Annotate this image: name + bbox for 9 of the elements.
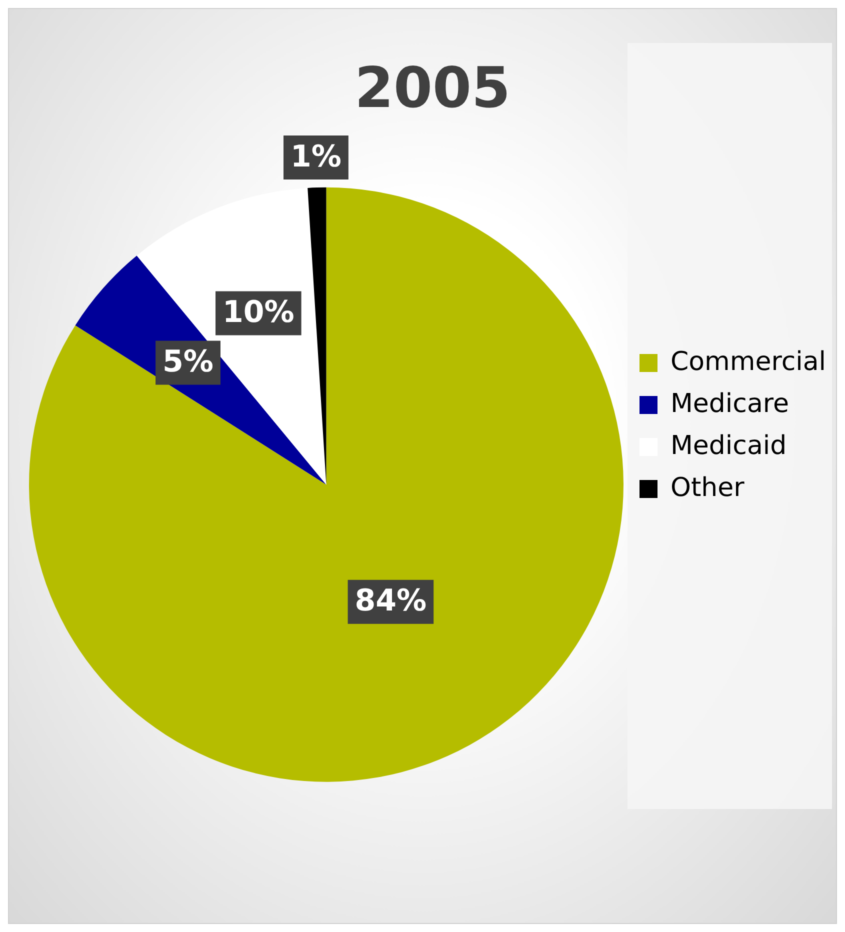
data-label: 5% <box>162 344 214 380</box>
data-label: 1% <box>290 139 342 174</box>
data-label: 84% <box>354 584 427 619</box>
legend-label: Commercial <box>670 346 826 377</box>
data-label: 10% <box>222 295 294 330</box>
legend-label: Other <box>670 472 745 503</box>
legend-label: Medicaid <box>670 430 787 461</box>
legend-label: Medicare <box>670 388 789 419</box>
chart-title: 2005 <box>354 56 510 122</box>
